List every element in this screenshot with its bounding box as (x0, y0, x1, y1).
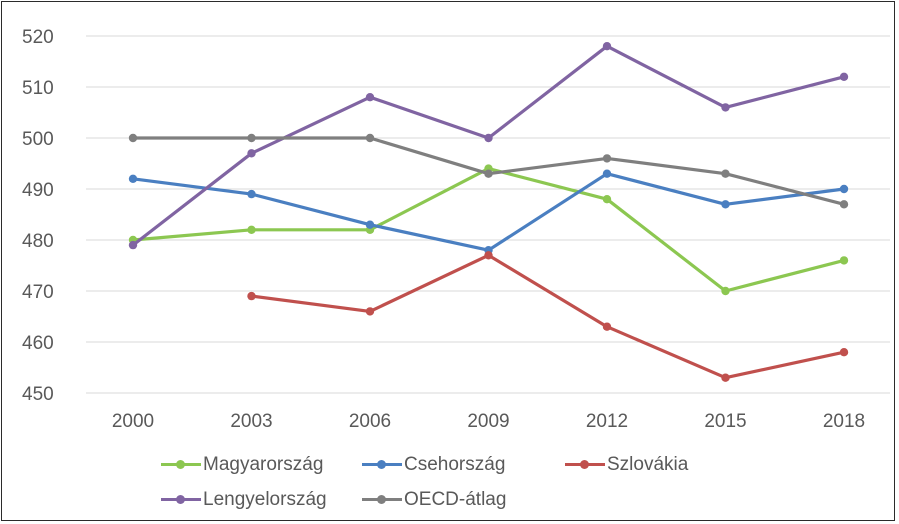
series-1 (128, 169, 849, 255)
data-point (602, 322, 612, 331)
y-tick-label: 500 (22, 129, 54, 150)
x-axis-ticks: 2000 2003 2006 2009 2012 2015 2018 (112, 411, 865, 432)
data-point (602, 42, 612, 51)
data-point (839, 256, 849, 265)
data-point (128, 240, 138, 250)
data-point (721, 103, 730, 112)
data-point (839, 72, 849, 82)
y-tick-label: 520 (22, 27, 54, 48)
data-point (839, 184, 849, 194)
data-point (365, 220, 375, 229)
x-tick-label: 2018 (823, 411, 865, 432)
x-tick-label: 2003 (230, 411, 272, 432)
data-point (602, 169, 612, 178)
data-point (839, 348, 849, 357)
data-point (484, 133, 493, 143)
series-line (131, 44, 846, 247)
y-tick-label: 490 (22, 180, 54, 201)
data-point (484, 169, 493, 178)
y-axis-ticks: 450 460 470 480 490 500 510 520 (22, 27, 54, 405)
series-line (131, 167, 846, 293)
x-tick-label: 2000 (112, 411, 154, 432)
data-point (247, 225, 256, 234)
data-point (247, 133, 256, 143)
data-point (484, 251, 493, 260)
data-point (128, 174, 138, 183)
data-point (602, 154, 612, 163)
x-tick-label: 2012 (586, 411, 628, 432)
x-tick-label: 2006 (349, 411, 391, 432)
series-line (249, 253, 846, 380)
series-lines (128, 42, 849, 382)
data-point (247, 149, 256, 158)
data-point (602, 195, 612, 204)
gridlines (86, 35, 890, 394)
data-point (365, 93, 375, 102)
y-tick-label: 480 (22, 231, 54, 252)
data-point (721, 169, 730, 178)
series-0 (128, 164, 849, 296)
data-point (721, 200, 730, 209)
data-point (721, 373, 730, 382)
data-point (839, 200, 849, 209)
y-tick-label: 460 (22, 333, 54, 354)
data-point (721, 286, 730, 296)
series-3 (128, 42, 849, 250)
y-tick-label: 510 (22, 78, 54, 99)
series-2 (247, 251, 849, 382)
y-tick-label: 450 (22, 384, 54, 405)
series-4 (128, 133, 849, 209)
x-tick-label: 2015 (704, 411, 746, 432)
data-point (247, 189, 256, 199)
data-point (247, 291, 256, 301)
data-point (128, 133, 138, 143)
y-tick-label: 470 (22, 282, 54, 303)
x-tick-label: 2009 (467, 411, 509, 432)
series-line (131, 172, 846, 252)
data-point (365, 307, 375, 316)
data-point (365, 133, 375, 143)
